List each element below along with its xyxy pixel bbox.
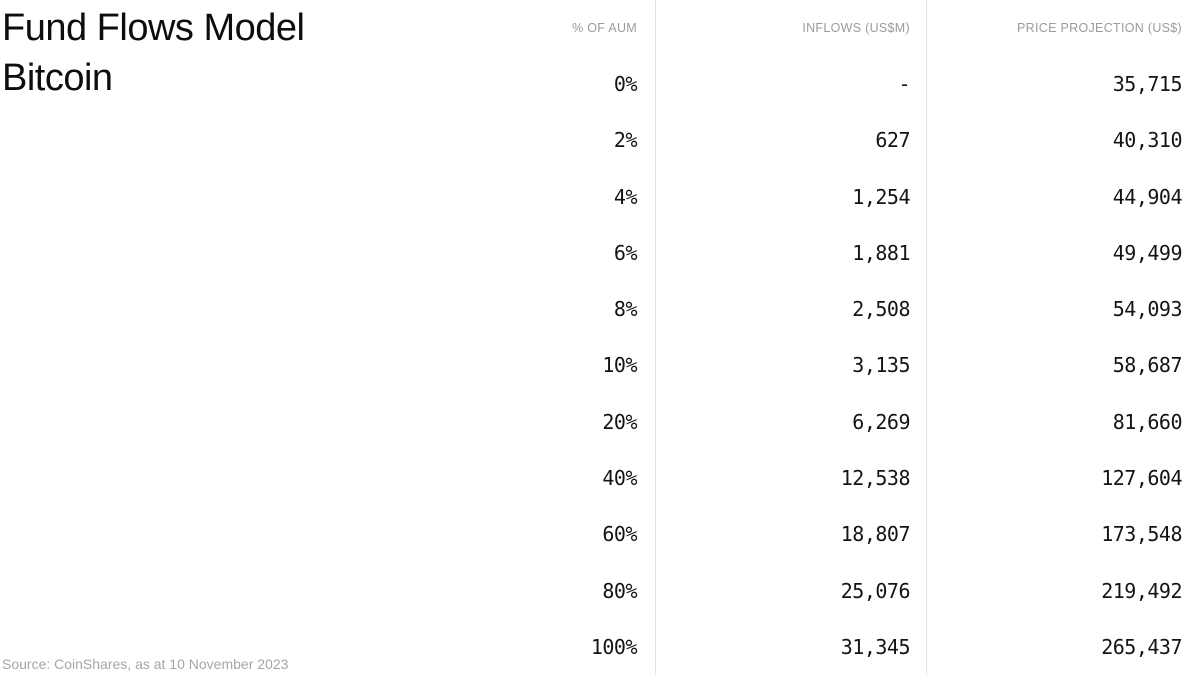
cell-inflows: 627 xyxy=(875,128,910,153)
column-header-price: PRICE PROJECTION (US$) xyxy=(1017,21,1182,35)
cell-aum: 8% xyxy=(613,297,638,322)
cell-inflows: - xyxy=(898,72,910,97)
cell-inflows: 2,508 xyxy=(852,297,910,322)
table-row: 40% 12,538 127,604 xyxy=(0,450,1200,506)
cell-inflows: 1,254 xyxy=(852,184,910,209)
page-title-line1: Fund Flows Model xyxy=(2,7,305,49)
cell-price: 58,687 xyxy=(1112,353,1183,378)
column-divider xyxy=(926,0,927,675)
cell-price: 49,499 xyxy=(1112,240,1183,265)
cell-aum: 40% xyxy=(602,465,637,490)
source-attribution: Source: CoinShares, as at 10 November 20… xyxy=(2,656,289,672)
cell-price: 219,492 xyxy=(1101,578,1182,603)
cell-inflows: 6,269 xyxy=(852,409,910,434)
cell-price: 173,548 xyxy=(1101,522,1182,547)
cell-aum: 0% xyxy=(613,72,638,97)
cell-price: 35,715 xyxy=(1112,72,1183,97)
page-title-line2: Bitcoin xyxy=(2,57,113,99)
cell-aum: 100% xyxy=(590,634,638,659)
cell-aum: 20% xyxy=(602,409,637,434)
page-title: Fund Flows Model Bitcoin xyxy=(2,3,305,103)
column-header-aum: % OF AUM xyxy=(572,21,637,35)
table-row: 100% 31,345 265,437 xyxy=(0,619,1200,675)
cell-price: 44,904 xyxy=(1112,184,1183,209)
table-row: 4% 1,254 44,904 xyxy=(0,169,1200,225)
table-row: 20% 6,269 81,660 xyxy=(0,394,1200,450)
table-row: 80% 25,076 219,492 xyxy=(0,562,1200,618)
cell-inflows: 12,538 xyxy=(840,465,911,490)
cell-price: 81,660 xyxy=(1112,409,1183,434)
table-row: 2% 627 40,310 xyxy=(0,112,1200,168)
cell-inflows: 1,881 xyxy=(852,240,910,265)
cell-price: 265,437 xyxy=(1101,634,1182,659)
column-divider xyxy=(655,0,656,675)
cell-aum: 80% xyxy=(602,578,637,603)
cell-aum: 60% xyxy=(602,522,637,547)
table-row: 0% - 35,715 xyxy=(0,56,1200,112)
table-row: 60% 18,807 173,548 xyxy=(0,506,1200,562)
table-row: 8% 2,508 54,093 xyxy=(0,281,1200,337)
cell-price: 54,093 xyxy=(1112,297,1183,322)
cell-inflows: 25,076 xyxy=(840,578,911,603)
cell-aum: 10% xyxy=(602,353,637,378)
table-row: 10% 3,135 58,687 xyxy=(0,337,1200,393)
cell-price: 40,310 xyxy=(1112,128,1183,153)
table-row: 6% 1,881 49,499 xyxy=(0,225,1200,281)
cell-aum: 4% xyxy=(613,184,638,209)
column-header-inflows: INFLOWS (US$M) xyxy=(802,21,910,35)
cell-inflows: 3,135 xyxy=(852,353,910,378)
cell-aum: 2% xyxy=(613,128,638,153)
cell-inflows: 31,345 xyxy=(840,634,911,659)
cell-inflows: 18,807 xyxy=(840,522,911,547)
table-header-row: % OF AUM INFLOWS (US$M) PRICE PROJECTION… xyxy=(0,0,1200,56)
cell-price: 127,604 xyxy=(1101,465,1182,490)
cell-aum: 6% xyxy=(613,240,638,265)
